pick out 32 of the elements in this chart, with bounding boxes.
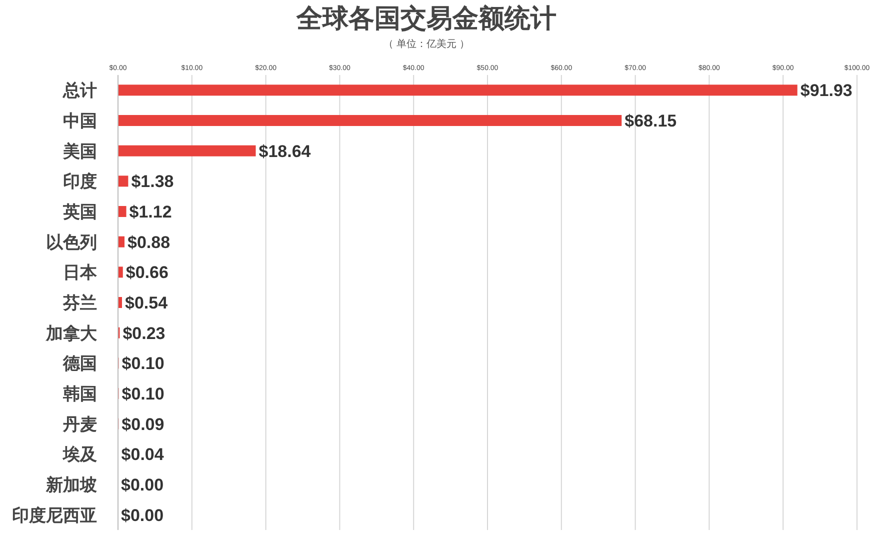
- y-tick-label: 德国: [62, 354, 97, 374]
- y-tick-label: 以色列: [46, 232, 97, 252]
- y-tick-label: 总计: [62, 81, 97, 100]
- data-label: $0.66: [126, 263, 168, 282]
- chart-subtitle: （ 单位：亿美元 ）: [384, 38, 470, 50]
- data-label: $0.00: [121, 506, 164, 525]
- y-tick-label: 新加坡: [45, 476, 98, 494]
- data-label: $0.10: [122, 354, 164, 374]
- y-tick-label: 印度尼西亚: [12, 506, 97, 525]
- data-label: $0.23: [122, 324, 166, 343]
- data-label: $0.00: [121, 476, 164, 494]
- y-tick-label: 印度: [63, 172, 97, 192]
- data-label: $91.93: [800, 81, 852, 100]
- data-label: $18.64: [258, 142, 312, 161]
- y-tick-label: 埃及: [62, 445, 98, 464]
- data-label: $1.12: [129, 202, 172, 222]
- y-tick-label: 芬兰: [62, 294, 97, 312]
- data-label: $0.09: [122, 414, 164, 434]
- y-tick-label: 加拿大: [45, 324, 98, 343]
- y-tick-label: 丹麦: [62, 414, 97, 434]
- data-label: $0.88: [128, 232, 170, 252]
- data-label: $68.15: [624, 112, 677, 130]
- y-tick-label: 英国: [62, 202, 97, 222]
- y-tick-label: 日本: [63, 263, 98, 282]
- data-label: $1.38: [131, 172, 174, 192]
- y-tick-label: 韩国: [62, 384, 97, 404]
- data-label: $0.10: [122, 384, 164, 404]
- data-label: $0.54: [124, 294, 168, 312]
- y-tick-label: 美国: [62, 142, 97, 161]
- chart-title: 全球各国交易金额统计: [296, 3, 556, 33]
- data-label: $0.04: [121, 445, 164, 464]
- y-tick-label: 中国: [63, 112, 97, 130]
